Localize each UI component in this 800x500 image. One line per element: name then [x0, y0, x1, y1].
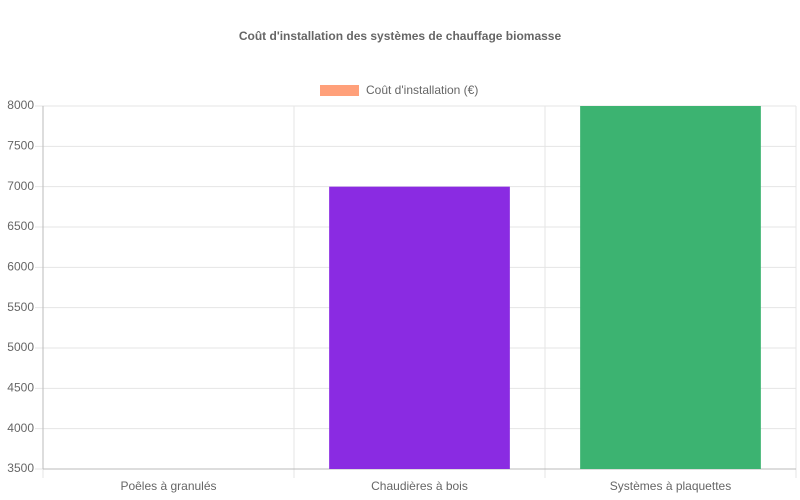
y-tick-label: 7500 [7, 139, 34, 153]
y-tick-label: 3500 [7, 461, 34, 475]
y-tick-label: 5000 [7, 340, 34, 354]
x-tick-label: Chaudières à bois [371, 479, 468, 493]
y-tick-label: 6500 [7, 219, 34, 233]
y-tick-label: 4000 [7, 421, 34, 435]
chart-title: Coût d'installation des systèmes de chau… [239, 29, 562, 43]
bar [329, 186, 510, 469]
y-tick-label: 7000 [7, 179, 34, 193]
y-tick-label: 4500 [7, 381, 34, 395]
y-tick-label: 6000 [7, 260, 34, 274]
bar [580, 106, 761, 469]
x-tick-label: Systèmes à plaquettes [610, 479, 731, 493]
x-tick-label: Poêles à granulés [120, 479, 216, 493]
y-tick-label: 8000 [7, 98, 34, 112]
y-tick-label: 5500 [7, 300, 34, 314]
legend-label: Coût d'installation (€) [366, 83, 478, 97]
legend-swatch [320, 85, 359, 96]
